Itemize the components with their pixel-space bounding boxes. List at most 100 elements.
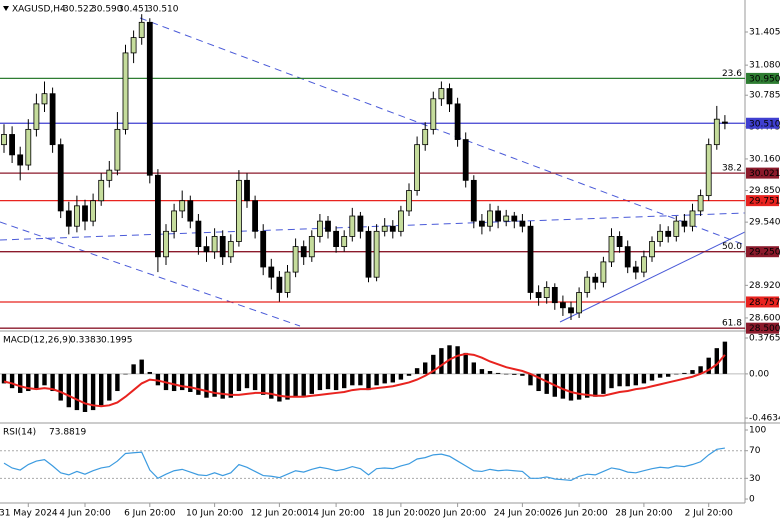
candle-body (9, 134, 16, 156)
macd-bar (252, 373, 258, 391)
macd-bar (479, 369, 485, 374)
level-label: 30.950 (749, 74, 780, 84)
candle-body (624, 246, 631, 268)
x-tick-label: 28 Jun 20:00 (615, 509, 672, 519)
macd-bar (90, 373, 96, 411)
macd-bar (649, 373, 655, 381)
macd-bar (139, 359, 144, 374)
x-tick-label: 14 Jun 20:00 (308, 509, 365, 519)
macd-bar (601, 373, 606, 394)
candle-body (195, 220, 202, 248)
macd-bar (123, 373, 128, 375)
trendlines (0, 17, 745, 327)
macd-bar (568, 373, 574, 401)
macd-bar (26, 373, 31, 392)
indicator-value: 0.3383 (70, 336, 102, 346)
candle-body (33, 103, 40, 130)
macd-bar (66, 373, 71, 408)
macd-bar (439, 348, 444, 374)
level-label-box (746, 246, 779, 258)
candle-body (138, 21, 145, 39)
macd-bar (560, 373, 566, 399)
macd-bar (301, 373, 306, 396)
macd-bar (99, 373, 104, 406)
macd-bar (657, 373, 663, 378)
candle-body (325, 220, 331, 232)
candle-body (82, 205, 88, 222)
fib-label: 50.0 (722, 242, 742, 252)
trendline (0, 221, 301, 327)
y-tick-label: 70 (749, 446, 761, 456)
candle-body (722, 121, 728, 124)
macd-bar (487, 371, 493, 374)
rsi-line (3, 447, 725, 482)
macd-bar (236, 373, 242, 392)
candle-body (292, 246, 299, 273)
candle-body (470, 179, 477, 222)
candle-body (584, 276, 591, 293)
candle-body (252, 200, 259, 232)
macd-bar (317, 373, 323, 391)
macd-bar (390, 373, 395, 383)
candle-body (551, 286, 558, 304)
candle-body (705, 144, 712, 197)
level-label: 28.500 (749, 324, 780, 334)
ohlc-label: 30.590 (91, 5, 123, 15)
candle-body (260, 230, 267, 268)
indicator-value: 0.1995 (101, 336, 133, 346)
candle-body (268, 266, 275, 278)
candle-body (171, 210, 178, 232)
y-tick-label: 29.540 (749, 218, 780, 228)
fib-label: 23.6 (722, 69, 742, 79)
y-tick-label: 31.405 (749, 28, 780, 38)
candle-body (616, 236, 623, 248)
macd-bar (382, 373, 387, 384)
candle-body (632, 266, 639, 273)
candle-body (373, 230, 380, 278)
candle-body (576, 292, 582, 314)
macd-bar (228, 373, 233, 398)
macd-bar (398, 373, 404, 380)
macd-bar (431, 354, 436, 374)
macd-bar (131, 364, 136, 374)
macd-bar (220, 373, 225, 399)
macd-bar (463, 352, 468, 374)
y-tick-label: 31.080 (749, 61, 780, 71)
y-tick-label: 30.160 (749, 154, 780, 164)
x-tick-label: 6 Jun 20:00 (124, 509, 176, 519)
macd-bar (423, 362, 428, 374)
candle-body (446, 88, 453, 105)
macd-bar (180, 373, 185, 391)
trendline (559, 231, 745, 323)
level-label-box (746, 296, 779, 308)
y-tick-label: 28.600 (749, 313, 780, 323)
x-tick-label: 24 Jun 20:00 (494, 509, 551, 519)
candle-body (681, 220, 688, 227)
candle-body (41, 93, 48, 105)
macd-bar (617, 373, 622, 387)
macd-bar (50, 373, 55, 392)
macd-bar (714, 348, 719, 374)
macd-bar (325, 373, 331, 390)
macd-bar (269, 373, 274, 399)
candle-body (163, 230, 169, 258)
macd-bar (512, 373, 517, 375)
macd-bar (706, 357, 711, 374)
level-label-box (746, 322, 779, 334)
x-tick-label: 18 Jun 20:00 (372, 509, 429, 519)
candle-body (235, 179, 242, 242)
macd-bar (641, 373, 647, 384)
macd-bar (196, 373, 201, 395)
candle-body (519, 220, 526, 227)
level-label: 30.021 (749, 169, 780, 179)
macd-bar (544, 373, 549, 394)
candle-body (114, 128, 121, 171)
candle-body (122, 52, 129, 130)
level-label-box (746, 195, 779, 207)
signal-line (3, 352, 726, 408)
candle-body (57, 144, 64, 212)
level-label: 28.757 (749, 298, 780, 308)
macd-bar (374, 373, 379, 386)
macd-bar (625, 373, 630, 387)
